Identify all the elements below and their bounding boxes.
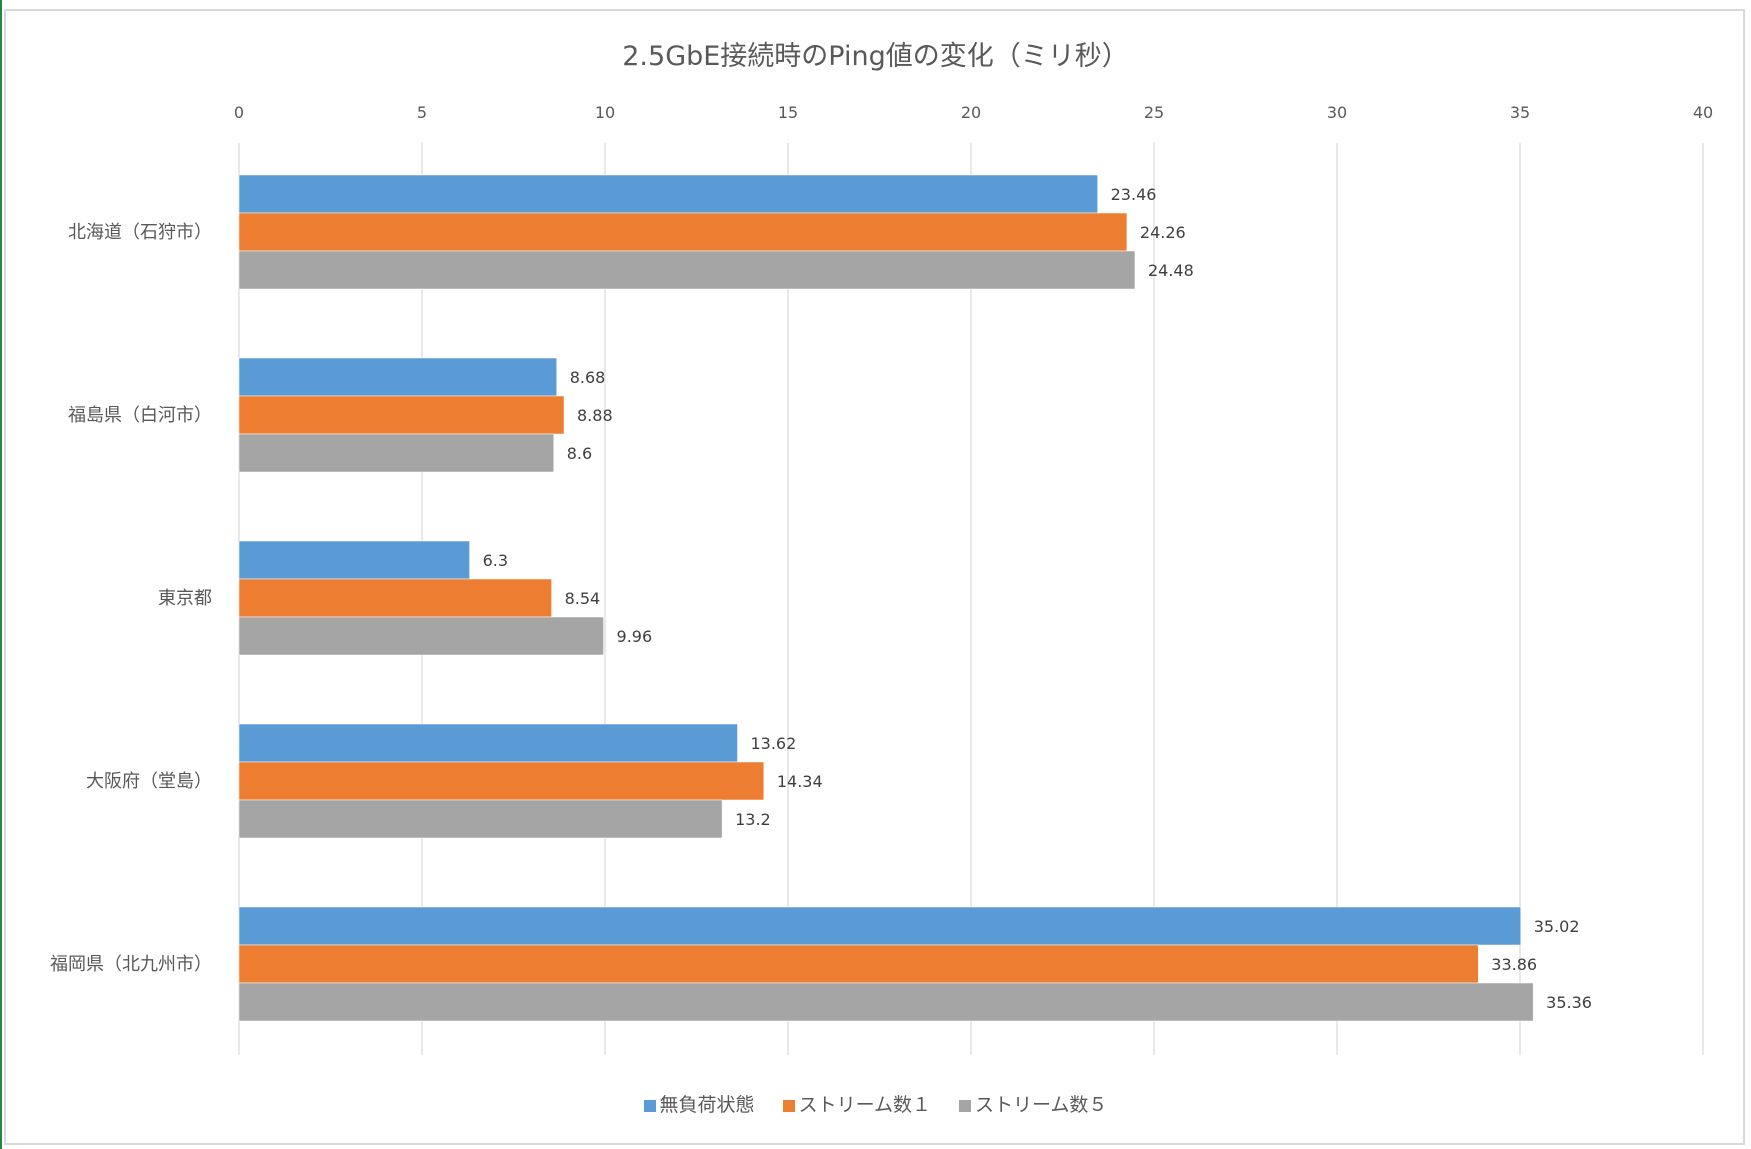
bar	[238, 395, 565, 435]
legend-swatch	[643, 1099, 656, 1112]
legend-item: ストリーム数５	[959, 1090, 1107, 1117]
tick-label: 0	[234, 103, 244, 122]
bar	[238, 761, 765, 801]
data-label: 24.48	[1148, 261, 1194, 280]
data-label: 35.36	[1546, 993, 1592, 1012]
tick-label: 25	[1144, 103, 1164, 122]
bar	[238, 799, 723, 839]
bar	[238, 982, 1534, 1022]
bar	[238, 578, 552, 618]
bar	[238, 433, 555, 473]
tick-label: 10	[595, 103, 615, 122]
chart-title: 2.5GbE接続時のPing値の変化（ミリ秒）	[622, 41, 1129, 72]
bar	[238, 616, 604, 656]
data-label: 9.96	[617, 627, 653, 646]
legend: 無負荷状態 ストリーム数１ ストリーム数５	[0, 1090, 1751, 1117]
tick-label: 35	[1510, 103, 1530, 122]
category-label: 大阪府（堂島）	[86, 771, 212, 792]
legend-swatch	[959, 1099, 971, 1112]
tick-label: 5	[417, 103, 427, 122]
bar	[238, 540, 470, 580]
bar	[238, 250, 1136, 290]
data-label: 23.46	[1111, 185, 1157, 204]
category-label: 福島県（白河市）	[68, 405, 212, 426]
category-label: 北海道（石狩市）	[68, 222, 212, 243]
data-label: 8.6	[567, 444, 592, 463]
bar	[238, 906, 1521, 946]
data-label: 8.68	[570, 368, 606, 387]
bar	[238, 944, 1479, 984]
data-label: 24.26	[1140, 223, 1186, 242]
window-edge	[0, 0, 2, 1149]
legend-item: 無負荷状態	[643, 1090, 755, 1117]
data-label: 8.88	[577, 406, 613, 425]
data-label: 13.2	[735, 810, 771, 829]
legend-label: ストリーム数５	[975, 1094, 1108, 1116]
bar	[238, 174, 1098, 214]
bar	[238, 357, 557, 397]
tick-label: 20	[961, 103, 981, 122]
tick-label: 15	[778, 103, 798, 122]
bar	[238, 723, 738, 763]
data-label: 8.54	[565, 589, 601, 608]
category-label: 福岡県（北九州市）	[50, 954, 212, 975]
data-label: 33.86	[1491, 955, 1537, 974]
legend-label: 無負荷状態	[659, 1094, 755, 1116]
bar	[238, 212, 1128, 252]
data-label: 6.3	[483, 551, 508, 570]
legend-swatch	[782, 1099, 795, 1112]
data-label: 14.34	[777, 772, 823, 791]
legend-item: ストリーム数１	[782, 1090, 931, 1117]
data-label: 35.02	[1534, 917, 1580, 936]
tick-label: 30	[1327, 103, 1347, 122]
legend-label: ストリーム数１	[798, 1094, 931, 1116]
data-label: 13.62	[750, 734, 796, 753]
category-label: 東京都	[158, 588, 212, 609]
tick-label: 40	[1693, 103, 1713, 122]
